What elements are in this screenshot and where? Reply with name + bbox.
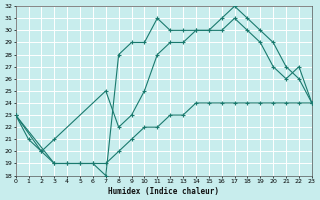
X-axis label: Humidex (Indice chaleur): Humidex (Indice chaleur) [108,187,219,196]
